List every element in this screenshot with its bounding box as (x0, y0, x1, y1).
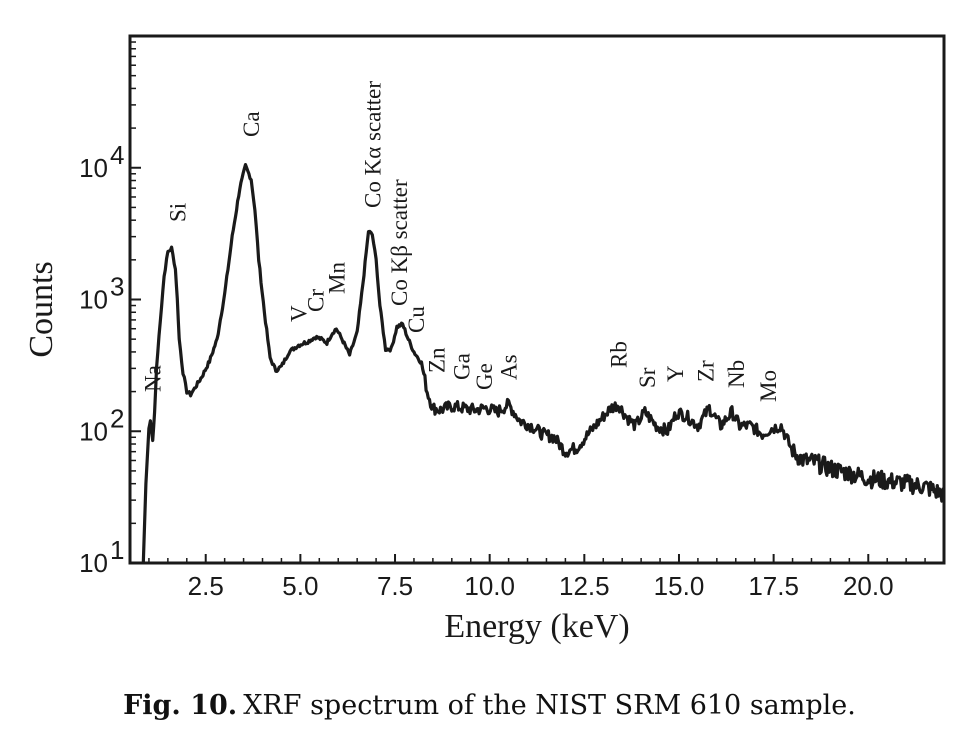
peak-label: Cr (304, 289, 329, 312)
x-tick-label: 12.5 (559, 571, 610, 601)
x-tick-label: 2.5 (188, 571, 224, 601)
peak-label: V (287, 305, 312, 322)
peak-label: Ca (239, 111, 264, 137)
peak-label: Zn (425, 347, 450, 373)
peak-label: Zr (694, 360, 719, 382)
x-axis-title: Energy (keV) (444, 608, 629, 645)
x-tick-label: 10.0 (464, 571, 515, 601)
y-axis-title: Counts (23, 261, 60, 357)
y-tick-label: 10 (79, 416, 108, 446)
peak-label: Ge (472, 363, 497, 390)
peak-label: Mo (756, 370, 781, 402)
curve-layer (141, 163, 944, 563)
peak-label: Sr (635, 367, 660, 388)
y-tick-label: 10 (79, 153, 108, 183)
peak-label: Si (165, 203, 190, 222)
xrf-chart: 2.5 5.0 7.5 10.0 12.5 15.0 17.5 20.0 10 1 10 2 10 3 10… (23, 34, 946, 645)
y-tick-exponent: 4 (110, 140, 124, 170)
peak-label: Y (663, 365, 688, 382)
peak-label: Nb (724, 360, 749, 388)
y-tick-label: 10 (79, 548, 108, 578)
caption-text: XRF spectrum of the NIST SRM 610 sample. (243, 690, 856, 721)
x-tick-label: 5.0 (282, 571, 318, 601)
peak-label: Rb (606, 341, 631, 368)
y-tick-exponent: 2 (110, 403, 124, 433)
y-tick-label: 10 (79, 285, 108, 315)
caption-label: Fig. 10. (123, 690, 238, 721)
peak-label: Na (141, 365, 166, 392)
y-tick-exponent: 1 (110, 535, 124, 565)
x-tick-label: 15.0 (654, 571, 705, 601)
figure-caption: Fig. 10. XRF spectrum of the NIST SRM 610… (0, 690, 979, 721)
spectrum-line (141, 163, 944, 563)
peak-label: Mn (324, 262, 349, 294)
peak-label: Ga (449, 353, 474, 380)
x-tick-label: 17.5 (748, 571, 799, 601)
peak-label: Cu (404, 306, 429, 333)
peak-label: Co Kβ scatter (387, 179, 412, 306)
plot-frame (128, 34, 946, 565)
x-tick-label: 20.0 (843, 571, 894, 601)
y-tick-exponent: 3 (110, 272, 124, 302)
x-tick-label: 7.5 (377, 571, 413, 601)
peak-label: As (497, 354, 522, 380)
peak-label: Co Kα scatter (360, 81, 385, 208)
